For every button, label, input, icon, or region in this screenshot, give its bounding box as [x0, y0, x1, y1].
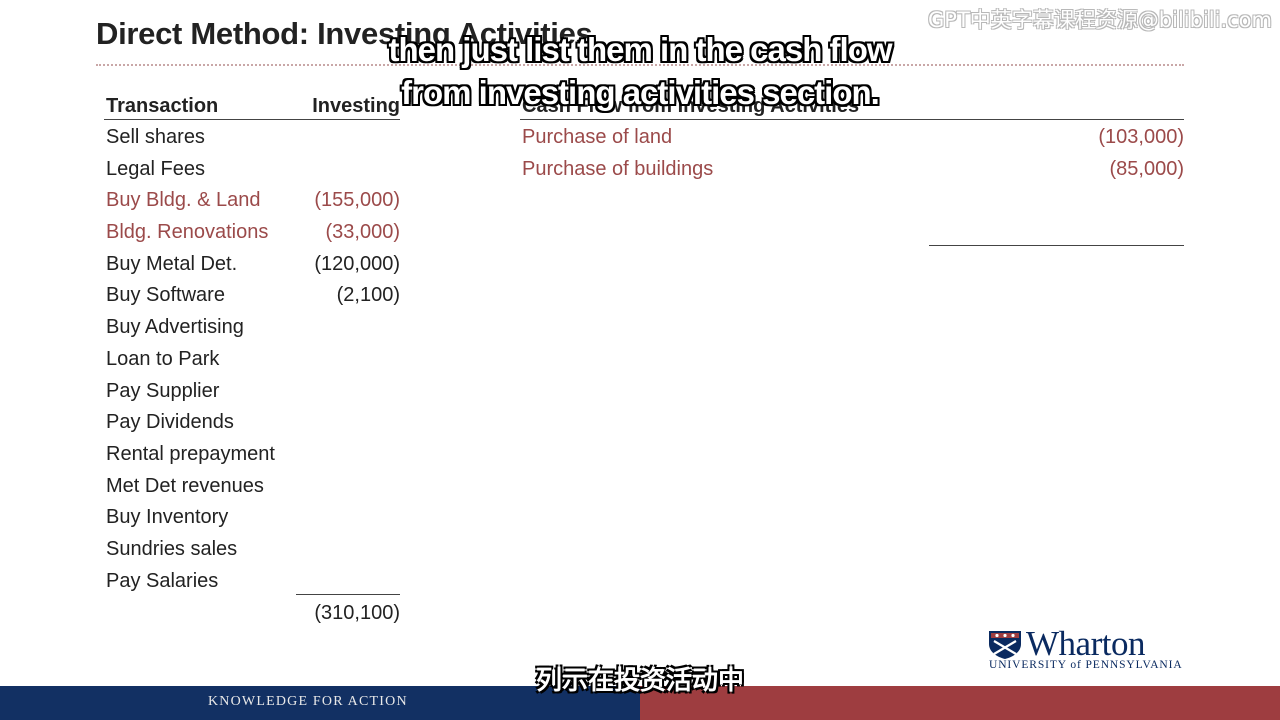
title-divider [96, 64, 1184, 66]
list-item: Bldg. Renovations (33,000) [106, 217, 400, 249]
cash-flow-total-rule [929, 245, 1184, 246]
list-item: Buy Inventory [106, 502, 400, 534]
logo-wordmark: Wharton [1026, 624, 1145, 663]
slide-title: Direct Method: Investing Activities [96, 16, 593, 51]
cash-flow-list: Purchase of land (103,000) Purchase of bu… [522, 122, 1184, 185]
list-item: Rental prepayment [106, 439, 400, 471]
list-item: Met Det revenues [106, 471, 400, 503]
row-label: Legal Fees [106, 157, 205, 180]
list-item: Buy Metal Det. (120,000) [106, 249, 400, 281]
row-value: (85,000) [1109, 157, 1185, 180]
row-label: Pay Supplier [106, 379, 220, 402]
right-header-rule [520, 119, 1184, 120]
watermark: GPT中英字幕课程资源@bilibili.com [928, 8, 1272, 32]
footer-band-red [640, 686, 1280, 720]
list-item: Buy Software (2,100) [106, 280, 400, 312]
row-label: Bldg. Renovations [106, 221, 269, 244]
row-label: Pay Salaries [106, 569, 219, 592]
row-value: (33,000) [325, 221, 401, 244]
row-value: (155,000) [314, 189, 400, 212]
shield-icon [989, 631, 1021, 659]
list-item: Purchase of land (103,000) [522, 122, 1184, 154]
investing-total: (310,100) [314, 602, 400, 624]
row-label: Buy Advertising [106, 316, 244, 339]
row-label: Pay Dividends [106, 411, 234, 434]
list-item: Loan to Park [106, 344, 400, 376]
list-item: Pay Dividends [106, 407, 400, 439]
row-label: Sell shares [106, 126, 205, 148]
cash-flow-heading: Cash Flow from Investing Activities [522, 95, 860, 117]
transaction-list: Sell shares Legal Fees Buy Bldg. & Land (… [106, 122, 400, 597]
row-value: (120,000) [314, 252, 400, 275]
list-item: Purchase of buildings (85,000) [522, 154, 1184, 186]
row-label: Rental prepayment [106, 442, 275, 465]
row-label: Purchase of land [522, 126, 673, 148]
list-item: Pay Salaries [106, 566, 400, 598]
list-item: Legal Fees [106, 154, 400, 186]
list-item: Pay Supplier [106, 376, 400, 408]
english-subtitle-line-2: from investing activities section. [401, 74, 880, 111]
col-header-transaction: Transaction [106, 95, 219, 117]
chinese-subtitle: 列示在投资活动中 [535, 666, 744, 696]
row-label: Buy Inventory [106, 506, 229, 529]
total-rule [296, 594, 400, 595]
list-item: Buy Advertising [106, 312, 400, 344]
row-value: (2,100) [336, 284, 400, 307]
row-label: Buy Metal Det. [106, 252, 238, 275]
english-subtitle-line-1: then just list them in the cash flow [388, 31, 892, 68]
list-item: Sundries sales [106, 534, 400, 566]
left-header-rule [104, 119, 400, 120]
row-label: Buy Software [106, 284, 225, 307]
row-label: Loan to Park [106, 347, 220, 370]
logo-university: UNIVERSITY of PENNSYLVANIA [989, 659, 1183, 671]
list-item: Buy Bldg. & Land (155,000) [106, 185, 400, 217]
row-label: Purchase of buildings [522, 157, 714, 180]
list-item: Sell shares [106, 122, 400, 154]
row-label: Met Det revenues [106, 474, 264, 497]
footer-band-navy [0, 686, 640, 720]
col-header-investing: Investing [312, 95, 400, 117]
row-value: (103,000) [1098, 126, 1184, 148]
wharton-logo: Wharton UNIVERSITY of PENNSYLVANIA [988, 624, 1198, 674]
english-subtitle: then just list them in the cash flow fro… [300, 28, 980, 114]
row-label: Buy Bldg. & Land [106, 189, 261, 212]
row-label: Sundries sales [106, 537, 238, 560]
footer-tagline: KNOWLEDGE FOR ACTION [208, 694, 408, 709]
